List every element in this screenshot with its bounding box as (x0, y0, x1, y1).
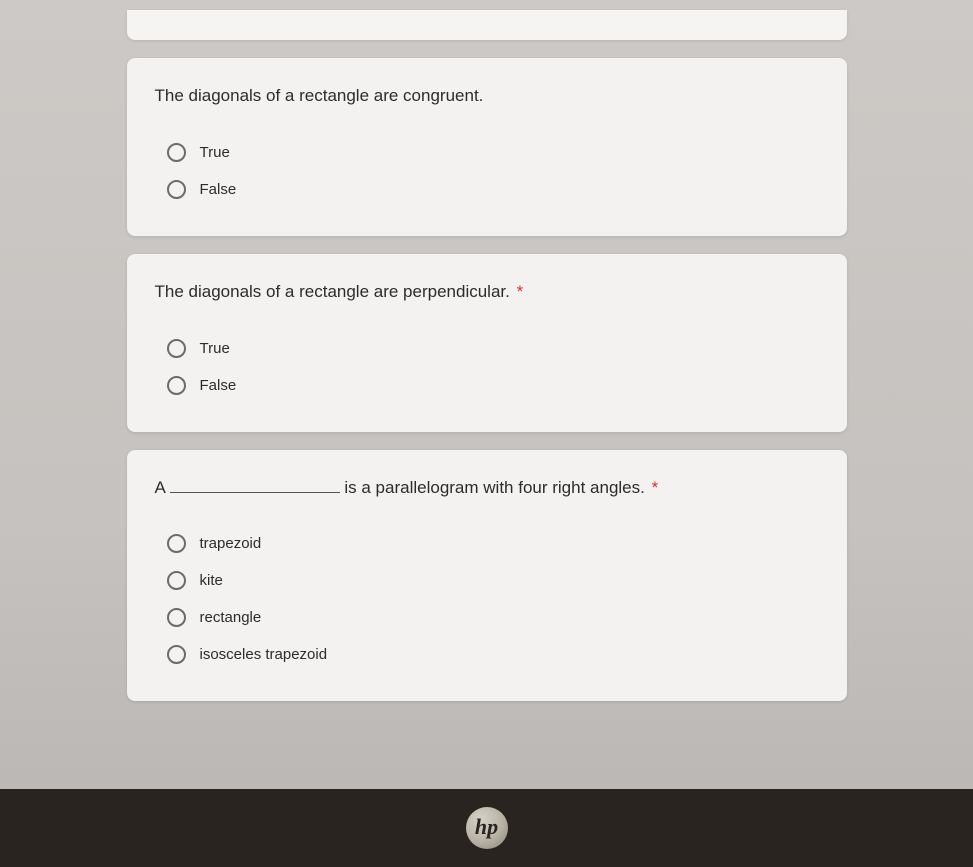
previous-card-stub (127, 10, 847, 40)
option-trapezoid[interactable]: trapezoid (155, 525, 819, 562)
option-kite[interactable]: kite (155, 562, 819, 599)
option-label: False (200, 181, 237, 198)
question-prompt: The diagonals of a rectangle are perpend… (155, 282, 510, 301)
form-container: The diagonals of a rectangle are congrue… (127, 0, 847, 701)
option-label: kite (200, 572, 223, 589)
option-label: True (200, 144, 230, 161)
question-card-2: The diagonals of a rectangle are perpend… (127, 254, 847, 432)
option-isosceles-trapezoid[interactable]: isosceles trapezoid (155, 636, 819, 673)
question-text: The diagonals of a rectangle are perpend… (155, 280, 819, 304)
laptop-bezel: hp (0, 789, 973, 867)
option-false[interactable]: False (155, 367, 819, 404)
question-suffix: is a parallelogram with four right angle… (344, 478, 644, 497)
radio-icon (167, 180, 186, 199)
option-label: False (200, 377, 237, 394)
option-rectangle[interactable]: rectangle (155, 599, 819, 636)
radio-icon (167, 534, 186, 553)
radio-icon (167, 608, 186, 627)
option-true[interactable]: True (155, 330, 819, 367)
radio-icon (167, 143, 186, 162)
question-text: A is a parallelogram with four right ang… (155, 476, 819, 500)
hp-logo-text: hp (475, 814, 498, 840)
hp-logo: hp (466, 807, 508, 849)
fill-blank (170, 476, 340, 493)
option-false[interactable]: False (155, 171, 819, 208)
radio-icon (167, 376, 186, 395)
option-label: trapezoid (200, 535, 262, 552)
option-label: True (200, 340, 230, 357)
question-card-1: The diagonals of a rectangle are congrue… (127, 58, 847, 236)
question-prefix: A (155, 478, 165, 497)
option-label: isosceles trapezoid (200, 646, 328, 663)
required-mark: * (652, 478, 659, 497)
required-mark: * (517, 282, 524, 301)
radio-icon (167, 339, 186, 358)
question-prompt: The diagonals of a rectangle are congrue… (155, 86, 484, 105)
question-card-3: A is a parallelogram with four right ang… (127, 450, 847, 702)
option-true[interactable]: True (155, 134, 819, 171)
radio-icon (167, 645, 186, 664)
option-label: rectangle (200, 609, 262, 626)
question-text: The diagonals of a rectangle are congrue… (155, 84, 819, 108)
radio-icon (167, 571, 186, 590)
